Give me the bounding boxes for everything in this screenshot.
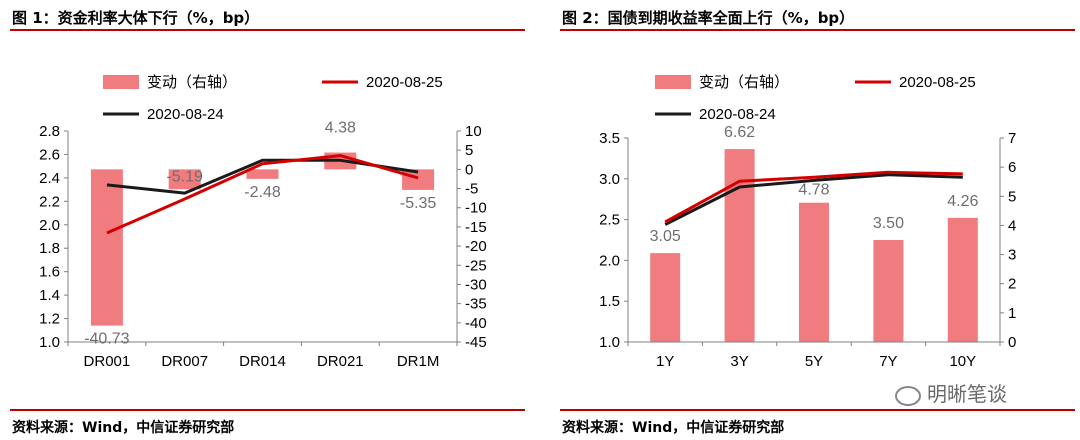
- x-tick-label: DR014: [239, 353, 286, 370]
- chart-panel-left: 图 1：资金利率大体下行（%，bp） 1.0 1.2 1.4 1.6 1.8 2.0 2.2…: [10, 0, 530, 440]
- y-tick-label-right: -5: [465, 181, 478, 198]
- y-tick-label-left: 2.0: [39, 217, 60, 234]
- bar: [947, 217, 978, 342]
- legend-label: 变动（右轴）: [699, 74, 789, 91]
- chart-left: 1.0 1.2 1.4 1.6 1.8 2.0 2.2 2.4 2.6 2.8 10 5 0 -5 -10 -…: [39, 74, 487, 370]
- bar: [724, 149, 755, 342]
- y-tick-label-left: 1.2: [39, 311, 60, 328]
- bar-data-label: 4.78: [798, 182, 829, 199]
- x-tick-label: 7Y: [879, 353, 897, 370]
- bar: [246, 169, 279, 179]
- y-tick-label-left: 2.4: [39, 170, 60, 187]
- y-tick-label-left: 3.0: [599, 171, 620, 188]
- bar-data-label: 4.26: [947, 193, 978, 210]
- x-tick-label: 10Y: [949, 353, 976, 370]
- legend-swatch-bar: [103, 75, 139, 89]
- chart-panel-right: 图 2：国债到期收益率全面上行（%，bp） 1.0 1.5 2.0 2.5 3.0 3.5…: [560, 0, 1080, 440]
- y-tick-label-right: -35: [465, 296, 487, 313]
- x-tick-label: 5Y: [805, 353, 823, 370]
- legend-label: 2020-08-25: [899, 74, 976, 91]
- bar: [402, 169, 435, 190]
- title-rule: [560, 29, 1075, 31]
- y-tick-label-left: 2.2: [39, 193, 60, 210]
- y-tick-label-right: -30: [465, 276, 487, 293]
- y-tick-label-left: 2.5: [599, 212, 620, 229]
- legend-label: 变动（右轴）: [147, 74, 237, 91]
- figure-title: 图 2：国债到期收益率全面上行（%，bp）: [562, 9, 855, 27]
- y-tick-label-left: 1.8: [39, 240, 60, 257]
- y-tick-label-left: 2.0: [599, 252, 620, 269]
- x-tick-label: DR001: [84, 353, 131, 370]
- series-line-2020-08-25: [664, 170, 963, 224]
- y-tick-label-left: 2.6: [39, 146, 60, 163]
- bar-data-label: -2.48: [244, 184, 281, 201]
- y-tick-label-left: 1.4: [39, 287, 60, 304]
- y-tick-label-right: -15: [465, 219, 487, 236]
- title-rule: [10, 29, 525, 31]
- source-rule: [560, 409, 1075, 411]
- bar-data-label: 4.38: [325, 120, 356, 137]
- y-tick-label-right: 5: [1008, 188, 1016, 205]
- y-tick-label-right: 2: [1008, 276, 1016, 293]
- bar-data-label: 6.62: [724, 124, 755, 141]
- bar: [168, 169, 201, 190]
- y-tick-label-right: -45: [465, 334, 487, 351]
- y-tick-label-right: -20: [465, 238, 487, 255]
- bar: [799, 202, 829, 342]
- bar-data-label: 3.50: [873, 215, 904, 232]
- x-tick-label: DR007: [161, 353, 208, 370]
- y-tick-label-right: 3: [1008, 247, 1016, 264]
- watermark: 明晰笔谈: [895, 378, 1007, 407]
- bar-data-label: -40.73: [84, 331, 129, 348]
- y-tick-label-left: 1.0: [599, 334, 620, 351]
- y-tick-label-right: -10: [465, 200, 487, 217]
- bar: [873, 240, 904, 342]
- y-tick-label-right: -40: [465, 315, 487, 332]
- y-tick-label-right: 0: [465, 161, 473, 178]
- legend-label: 2020-08-24: [147, 106, 224, 123]
- y-tick-label-left: 2.8: [39, 123, 60, 140]
- legend-swatch-bar: [655, 75, 691, 89]
- bar: [90, 169, 123, 326]
- legend-label: 2020-08-25: [366, 74, 443, 91]
- y-tick-label-right: 5: [465, 142, 473, 159]
- y-tick-label-left: 3.5: [599, 130, 620, 147]
- bar-data-label: 3.05: [650, 228, 681, 245]
- source-note: 资料来源：Wind，中信证券研究部: [12, 420, 235, 436]
- y-tick-label-left: 1.6: [39, 264, 60, 281]
- y-tick-label-right: 6: [1008, 159, 1016, 176]
- watermark-text: 明晰笔谈: [927, 382, 1007, 406]
- x-tick-label: DR1M: [397, 353, 440, 370]
- y-tick-label-left: 1.5: [599, 293, 620, 310]
- figure-title: 图 1：资金利率大体下行（%，bp）: [12, 9, 260, 27]
- y-tick-label-right: -25: [465, 257, 487, 274]
- y-tick-label-right: 10: [465, 123, 482, 140]
- x-tick-label: 1Y: [656, 353, 674, 370]
- series-line-2020-08-24: [664, 173, 963, 226]
- y-tick-label-right: 7: [1008, 130, 1016, 147]
- series-line-2020-08-25: [106, 154, 419, 235]
- y-tick-label-right: 0: [1008, 334, 1016, 351]
- y-tick-label-left: 1.0: [39, 334, 60, 351]
- x-tick-label: DR021: [317, 353, 364, 370]
- bar: [650, 253, 681, 342]
- x-tick-label: 3Y: [730, 353, 748, 370]
- legend-label: 2020-08-24: [699, 106, 776, 123]
- y-tick-label-right: 4: [1008, 217, 1016, 234]
- y-tick-label-right: 1: [1008, 305, 1016, 322]
- bar-data-label: -5.35: [400, 195, 437, 212]
- bar-data-label: -5.19: [166, 168, 203, 185]
- wechat-icon: [895, 385, 921, 406]
- source-rule: [10, 409, 525, 411]
- source-note: 资料来源：Wind，中信证券研究部: [562, 420, 785, 436]
